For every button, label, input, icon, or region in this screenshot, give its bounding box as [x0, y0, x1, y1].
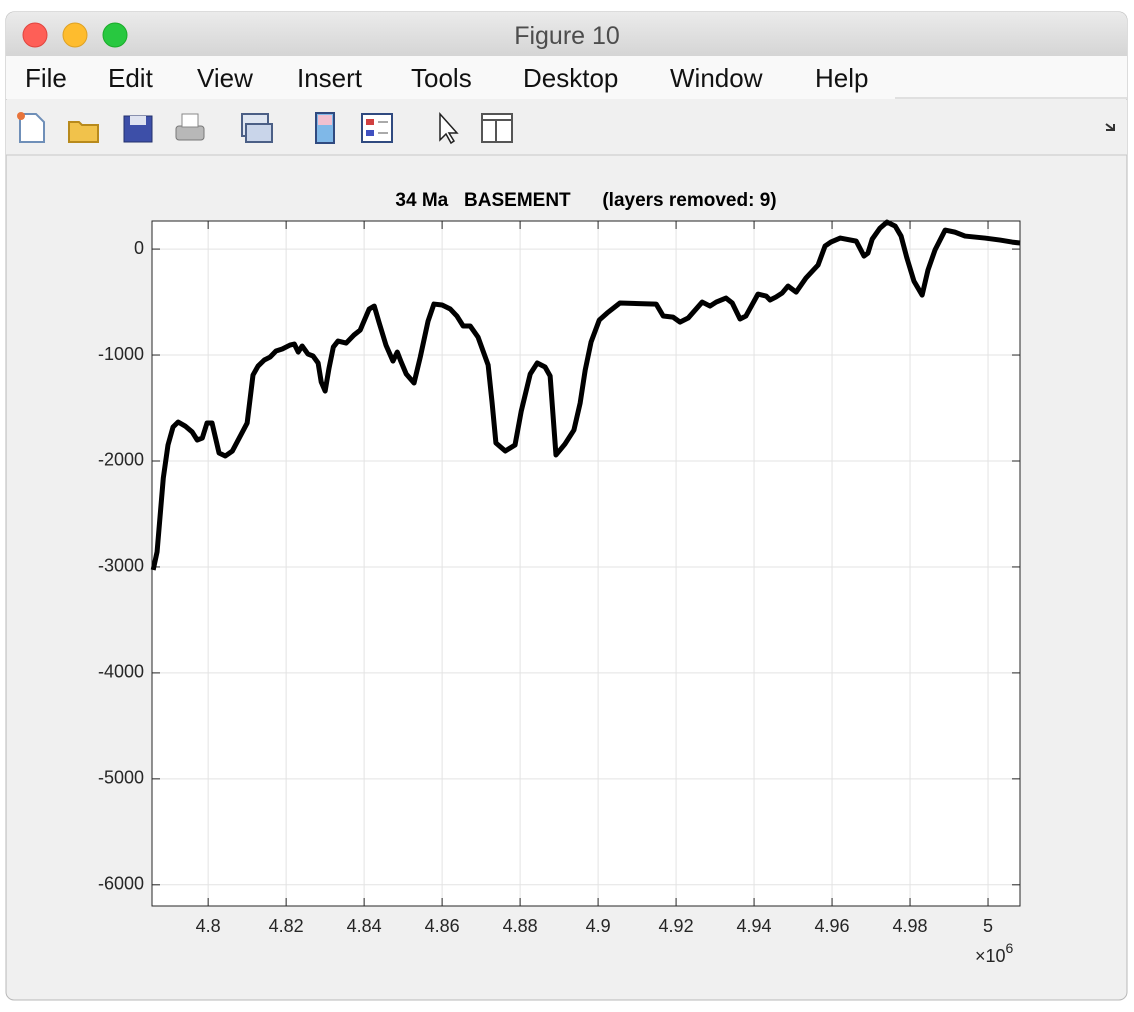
x-tick-label: 4.84 [347, 916, 382, 936]
y-tick-label: -6000 [98, 874, 144, 894]
pointer-icon[interactable] [439, 112, 459, 145]
x-tick-label: 4.8 [196, 916, 221, 936]
menu-item[interactable]: Edit [108, 63, 154, 93]
open-icon[interactable] [68, 121, 99, 143]
x-tick-label: 4.9 [586, 916, 611, 936]
close-button[interactable] [22, 22, 48, 48]
x-tick-label: 4.82 [269, 916, 304, 936]
data-line [150, 219, 1021, 571]
link-icon[interactable] [241, 113, 273, 143]
x-tick-label: 4.86 [425, 916, 460, 936]
x-tick-label: 5 [983, 916, 993, 936]
menu-item[interactable]: Help [815, 63, 868, 93]
menu-group: File Edit View Insert Tools Desktop Window Help [25, 63, 868, 93]
window-title: Figure 10 [514, 22, 620, 50]
y-tick-label: -5000 [98, 768, 144, 788]
toolbar-icons [17, 112, 1115, 145]
chart-title: 34 Ma BASEMENT (layers removed: 9) [395, 190, 776, 211]
x-tick-label: 4.94 [737, 916, 772, 936]
property-icon[interactable] [481, 113, 513, 143]
x-exponent-base: ×10 [975, 946, 1006, 966]
menu-item[interactable]: Window [670, 63, 763, 93]
print-icon[interactable] [175, 113, 205, 141]
minimize-button[interactable] [62, 22, 88, 48]
colorbar-icon[interactable] [315, 112, 335, 144]
legend-icon[interactable] [361, 113, 393, 143]
menu-item[interactable]: Desktop [523, 63, 618, 93]
menu-bar [6, 56, 1127, 99]
x-tick-label: 4.92 [659, 916, 694, 936]
y-tick-label: -4000 [98, 662, 144, 682]
new-icon[interactable] [17, 112, 45, 143]
menu-item[interactable]: Tools [411, 63, 472, 93]
menu-item[interactable]: View [197, 63, 253, 93]
save-icon[interactable] [123, 115, 153, 143]
y-tick-label: -2000 [98, 450, 144, 470]
menu-item[interactable]: File [25, 63, 67, 93]
toolbar [6, 100, 1127, 155]
x-exponent: ×106 [975, 940, 1014, 966]
axes-box [151, 220, 1021, 907]
x-tick-label: 4.98 [893, 916, 928, 936]
menu-item[interactable]: Insert [297, 63, 363, 93]
x-tick-label: 4.88 [503, 916, 538, 936]
title-bar [6, 12, 1127, 56]
dock-icon[interactable] [1105, 123, 1115, 131]
x-exponent-power: 6 [1006, 940, 1014, 956]
plot-area [152, 221, 1020, 906]
y-tick-label: -3000 [98, 556, 144, 576]
y-tick-label: -1000 [98, 344, 144, 364]
x-tick-label: 4.96 [815, 916, 850, 936]
y-tick-label: 0 [134, 238, 144, 258]
zoom-button[interactable] [102, 22, 128, 48]
grid-group [152, 221, 1020, 906]
